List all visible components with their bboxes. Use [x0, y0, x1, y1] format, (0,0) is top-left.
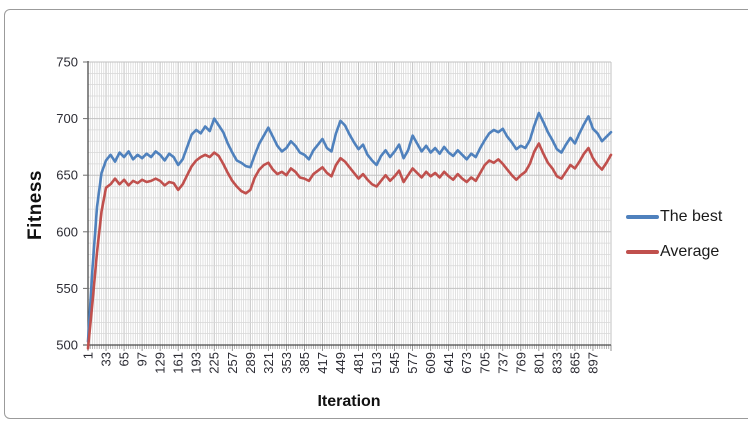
svg-text:97: 97 — [135, 352, 150, 366]
svg-text:161: 161 — [171, 352, 186, 374]
svg-text:321: 321 — [261, 352, 276, 374]
svg-text:65: 65 — [117, 352, 132, 366]
svg-text:650: 650 — [56, 168, 78, 183]
svg-text:1: 1 — [81, 352, 96, 359]
x-axis-title: Iteration — [317, 393, 381, 410]
svg-text:833: 833 — [549, 352, 564, 374]
svg-text:193: 193 — [189, 352, 204, 374]
svg-text:609: 609 — [423, 352, 438, 374]
svg-text:417: 417 — [315, 352, 330, 374]
svg-text:513: 513 — [369, 352, 384, 374]
svg-text:865: 865 — [567, 352, 582, 374]
svg-text:673: 673 — [459, 352, 474, 374]
svg-text:225: 225 — [207, 352, 222, 374]
svg-text:577: 577 — [405, 352, 420, 374]
legend-item-the-best: The best — [626, 208, 746, 226]
svg-text:700: 700 — [56, 111, 78, 126]
svg-text:129: 129 — [153, 352, 168, 374]
svg-text:801: 801 — [531, 352, 546, 374]
svg-text:257: 257 — [225, 352, 240, 374]
svg-text:737: 737 — [495, 352, 510, 374]
svg-text:769: 769 — [513, 352, 528, 374]
svg-text:385: 385 — [297, 352, 312, 374]
legend-label-the-best: The best — [660, 208, 723, 225]
legend-item-average: Average — [626, 243, 746, 261]
legend: The best Average — [626, 208, 746, 278]
svg-text:481: 481 — [351, 352, 366, 374]
svg-text:550: 550 — [56, 281, 78, 296]
legend-label-average: Average — [660, 243, 720, 260]
svg-text:353: 353 — [279, 352, 294, 374]
svg-text:289: 289 — [243, 352, 258, 374]
legend-line-icon-the-best — [626, 215, 659, 219]
svg-text:449: 449 — [333, 352, 348, 374]
y-axis-title: Fitness — [25, 169, 46, 241]
svg-text:545: 545 — [387, 352, 402, 374]
svg-text:897: 897 — [585, 352, 600, 374]
svg-text:641: 641 — [441, 352, 456, 374]
svg-text:33: 33 — [99, 352, 114, 366]
svg-text:600: 600 — [56, 224, 78, 239]
svg-text:705: 705 — [477, 352, 492, 374]
svg-text:750: 750 — [56, 55, 78, 70]
legend-line-icon-average — [626, 250, 659, 254]
svg-text:500: 500 — [56, 338, 78, 353]
